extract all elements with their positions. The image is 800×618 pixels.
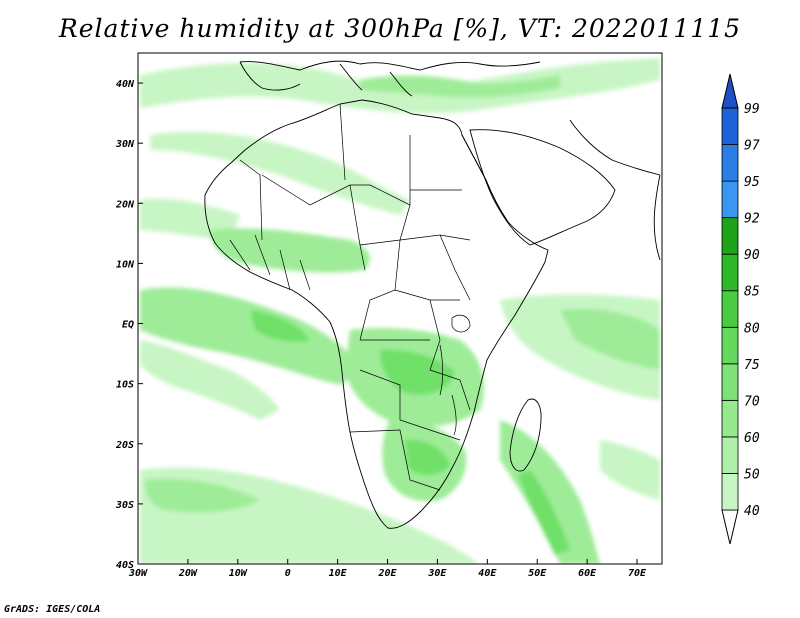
coastline-layer <box>204 60 661 529</box>
colorbar-label: 60 <box>744 431 760 446</box>
lon-tick-label: 10W <box>229 568 248 579</box>
lon-tick-label: 30W <box>128 568 148 579</box>
humidity-field-layer <box>140 58 660 564</box>
colorbar-label: 50 <box>744 467 760 482</box>
colorbar-segment <box>721 180 739 219</box>
colorbar-segment <box>721 473 739 511</box>
colorbar-label: 80 <box>744 321 760 336</box>
colorbar-segment <box>721 290 739 328</box>
lon-tick-label: 20W <box>178 568 198 579</box>
colorbar-label: 95 <box>744 175 760 190</box>
humidity-region-mozambique-band <box>518 470 570 555</box>
lat-tick-label: 40N <box>116 79 135 90</box>
lat-tick-label: 10S <box>116 380 134 391</box>
italy-greece-coastline <box>339 63 413 97</box>
plot-frame <box>137 52 663 565</box>
colorbar-segment <box>721 107 739 145</box>
humidity-region-mediterranean <box>360 75 560 98</box>
humidity-region-southern-core <box>405 439 450 476</box>
lake-malawi <box>451 394 457 436</box>
humidity-region-southern-atlantic-core <box>145 479 260 513</box>
axis-ticks: 30W 20W 10W 0 10E 20E 30E 40E 50E 60E 70E 40N 30N 20N… <box>115 79 647 579</box>
humidity-region-south-atlantic <box>140 340 280 420</box>
lake-victoria <box>451 314 471 333</box>
humidity-region-gulf-core <box>250 310 310 342</box>
humidity-region-north-atlantic <box>140 58 660 114</box>
lat-tick-label: 20N <box>115 199 135 210</box>
colorbar-segment <box>721 399 739 438</box>
colorbar-segment <box>721 253 739 292</box>
lon-tick-label: 60E <box>578 568 597 579</box>
humidity-region-congo-core <box>380 349 455 395</box>
europe-coastline <box>239 60 541 71</box>
border-layer <box>229 103 471 491</box>
border-lines <box>229 103 471 491</box>
colorbar-top-arrow <box>721 73 739 109</box>
lat-tick-label: EQ <box>122 320 134 331</box>
colorbar-segment <box>721 436 739 474</box>
lon-tick-label: 70E <box>628 568 647 579</box>
humidity-region-madagascar-plume <box>500 420 600 564</box>
lon-tick-label: 0 <box>285 568 291 579</box>
red-sea <box>461 134 509 223</box>
colorbar-segment <box>721 363 739 401</box>
colorbar-label: 85 <box>744 285 760 300</box>
humidity-region-southwest-indian <box>600 440 660 500</box>
colorbar-label: 70 <box>744 394 760 409</box>
lat-tick-label: 30S <box>115 500 134 511</box>
colorbar-label: 40 <box>744 504 760 519</box>
colorbar-label: 97 <box>744 139 760 154</box>
lon-tick-label: 10E <box>329 568 348 579</box>
lon-tick-label: 40E <box>478 568 497 579</box>
colorbar-label: 90 <box>744 248 760 263</box>
humidity-region-sahara-streak <box>150 131 410 215</box>
chart-title: Relative humidity at 300hPa [%], VT: 202… <box>58 14 742 43</box>
humidity-region-gulf-of-guinea <box>140 287 360 385</box>
colorbar-segment <box>721 326 739 365</box>
arabia-coastline <box>469 129 616 246</box>
lat-tick-label: 40S <box>116 560 134 571</box>
lat-tick-label: 10N <box>116 259 135 270</box>
grads-credit: GrADS: IGES/COLA <box>4 604 101 615</box>
lon-tick-label: 20E <box>377 568 397 579</box>
colorbar-bottom-arrow <box>721 509 739 545</box>
lat-tick-label: 30N <box>115 139 135 150</box>
colorbar-segment <box>721 217 739 255</box>
colorbar-label: 75 <box>744 358 760 373</box>
lat-tick-label: 20S <box>115 440 134 451</box>
humidity-region-indian-ocean-core <box>560 308 660 370</box>
humidity-region-west-africa <box>210 228 370 273</box>
madagascar-coastline <box>509 398 542 472</box>
colorbar: 40 50 60 70 75 80 85 90 92 95 97 99 <box>721 73 760 545</box>
iberia-coastline <box>239 61 301 91</box>
colorbar-label: 92 <box>744 212 760 227</box>
persian-gulf <box>569 119 661 176</box>
lake-tanganyika <box>439 344 443 396</box>
colorbar-segment <box>721 144 739 182</box>
africa-coastline <box>204 99 549 529</box>
colorbar-label: 99 <box>744 102 760 117</box>
india-coast <box>653 174 661 261</box>
lon-tick-label: 50E <box>528 568 547 579</box>
lon-tick-label: 30E <box>427 568 447 579</box>
